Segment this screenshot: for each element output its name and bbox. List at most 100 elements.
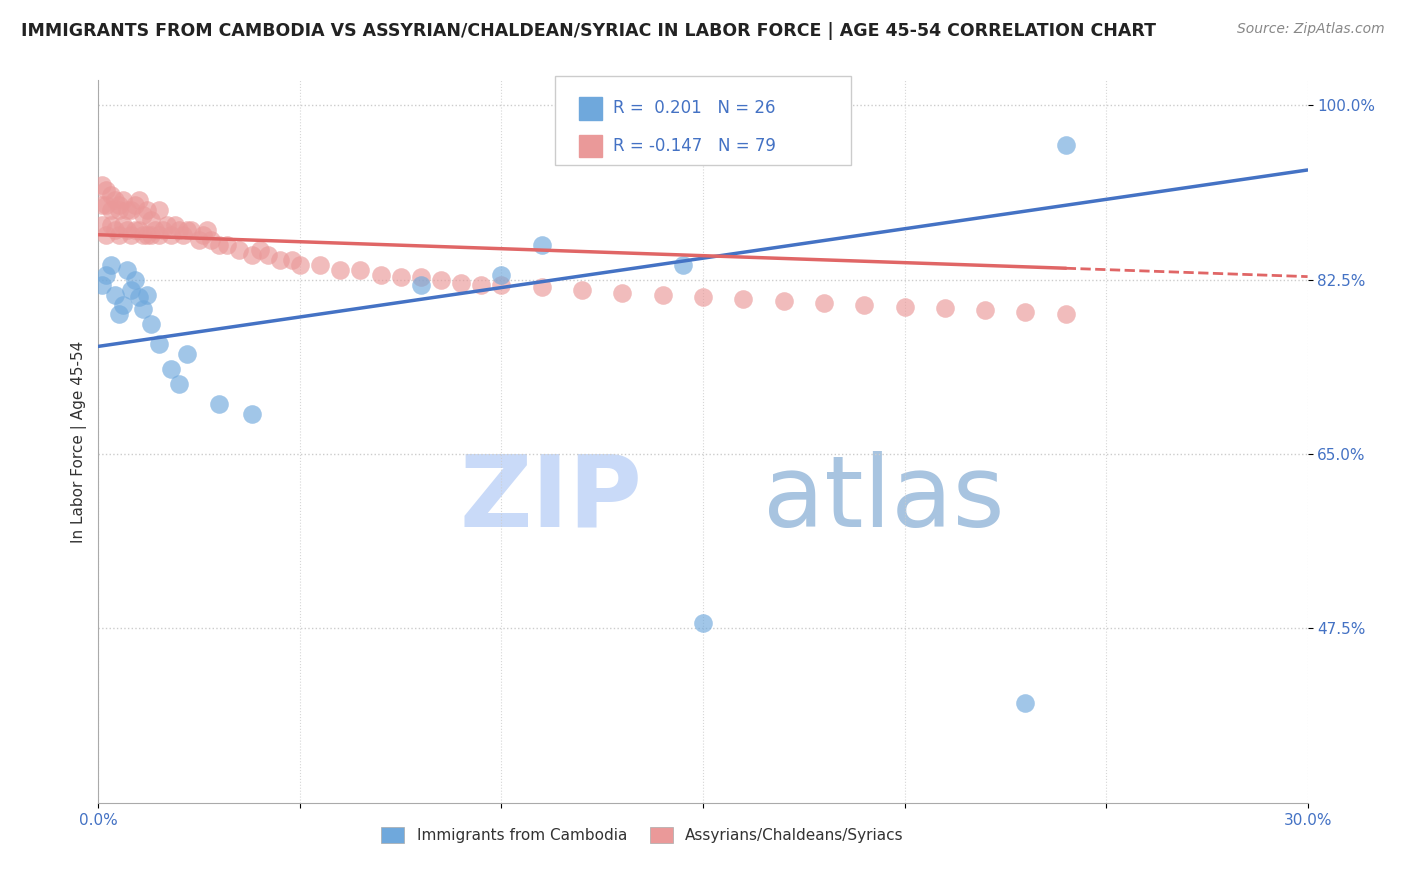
Point <box>107 202 129 217</box>
Point <box>530 237 553 252</box>
Point <box>128 223 150 237</box>
Point <box>208 397 231 411</box>
Point <box>107 308 129 322</box>
Point <box>651 287 673 301</box>
Point <box>934 301 956 316</box>
Point <box>132 227 155 242</box>
Point <box>135 202 157 217</box>
Point <box>370 268 392 282</box>
Point <box>120 227 142 242</box>
Point <box>180 223 202 237</box>
Point <box>249 243 271 257</box>
Point <box>571 283 593 297</box>
Point <box>100 218 122 232</box>
Point <box>176 223 198 237</box>
Point <box>217 237 239 252</box>
Point <box>120 283 142 297</box>
Point <box>96 227 118 242</box>
Point <box>195 223 218 237</box>
Point <box>115 262 138 277</box>
Point <box>281 252 304 267</box>
Point <box>853 297 876 311</box>
Point <box>143 223 166 237</box>
Point <box>148 202 170 217</box>
Point <box>491 277 513 292</box>
Point <box>430 272 453 286</box>
Point <box>124 198 146 212</box>
Point <box>167 377 190 392</box>
Point <box>1054 308 1077 322</box>
Point <box>103 287 125 301</box>
Point <box>1054 138 1077 153</box>
Point <box>132 208 155 222</box>
Point <box>135 227 157 242</box>
Point <box>160 362 183 376</box>
Point <box>240 248 263 262</box>
Y-axis label: In Labor Force | Age 45-54: In Labor Force | Age 45-54 <box>72 341 87 542</box>
Point <box>208 237 231 252</box>
Point <box>91 277 114 292</box>
Point <box>974 303 997 318</box>
Point <box>160 227 183 242</box>
Point <box>111 218 134 232</box>
Text: IMMIGRANTS FROM CAMBODIA VS ASSYRIAN/CHALDEAN/SYRIAC IN LABOR FORCE | AGE 45-54 : IMMIGRANTS FROM CAMBODIA VS ASSYRIAN/CHA… <box>21 22 1156 40</box>
Point <box>163 218 186 232</box>
Point <box>128 289 150 303</box>
Point <box>100 202 122 217</box>
Point <box>152 223 174 237</box>
Point <box>612 285 634 300</box>
Point <box>176 347 198 361</box>
Point <box>893 300 915 314</box>
Point <box>1014 305 1036 319</box>
Point <box>309 258 332 272</box>
Point <box>349 262 371 277</box>
Point <box>124 223 146 237</box>
Point <box>409 277 432 292</box>
Point <box>96 183 118 197</box>
Point <box>96 268 118 282</box>
Point <box>115 202 138 217</box>
Point <box>256 248 278 262</box>
Point <box>107 227 129 242</box>
Point <box>107 198 129 212</box>
Point <box>128 193 150 207</box>
Point <box>156 218 179 232</box>
Point <box>692 616 714 631</box>
Point <box>228 243 250 257</box>
Point <box>772 293 794 308</box>
Point <box>120 202 142 217</box>
Point <box>139 212 162 227</box>
Point <box>409 269 432 284</box>
Point <box>813 295 835 310</box>
Point <box>148 227 170 242</box>
Text: R = -0.147   N = 79: R = -0.147 N = 79 <box>613 137 776 155</box>
Point <box>172 227 194 242</box>
Point <box>491 268 513 282</box>
Point <box>103 193 125 207</box>
Point <box>193 227 215 242</box>
Point <box>200 233 222 247</box>
Text: R =  0.201   N = 26: R = 0.201 N = 26 <box>613 99 776 118</box>
Point <box>288 258 311 272</box>
Point <box>240 407 263 421</box>
Point <box>100 187 122 202</box>
Point <box>329 262 352 277</box>
Point <box>91 198 114 212</box>
Point <box>91 218 114 232</box>
Point <box>91 178 114 192</box>
Text: atlas: atlas <box>763 450 1005 548</box>
Legend: Immigrants from Cambodia, Assyrians/Chaldeans/Syriacs: Immigrants from Cambodia, Assyrians/Chal… <box>375 822 910 849</box>
Point <box>450 276 472 290</box>
Point <box>139 318 162 332</box>
Point <box>132 302 155 317</box>
Point <box>139 227 162 242</box>
Point <box>111 297 134 311</box>
Point <box>269 252 291 267</box>
Point <box>124 272 146 286</box>
Point <box>389 269 412 284</box>
Point <box>672 258 695 272</box>
Text: Source: ZipAtlas.com: Source: ZipAtlas.com <box>1237 22 1385 37</box>
Point <box>1014 696 1036 710</box>
Point <box>167 223 190 237</box>
Point <box>470 277 492 292</box>
